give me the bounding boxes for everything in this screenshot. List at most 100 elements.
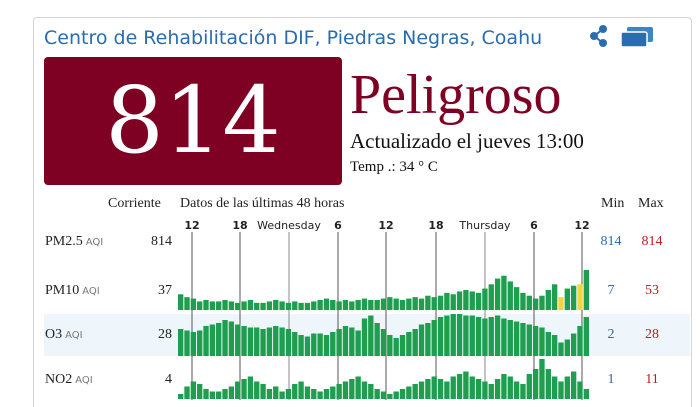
bar-no2 [444, 381, 450, 399]
bar-no2 [368, 384, 374, 399]
bar-pm10 [444, 292, 450, 310]
bar-pm10 [355, 300, 361, 310]
bar-pm10 [361, 298, 368, 310]
bar-pm10 [235, 302, 241, 310]
axis-tick-label: 18 [232, 219, 247, 232]
bar-pm10 [488, 284, 494, 310]
row-min-no2: 1 [607, 372, 615, 387]
bar-o3 [247, 327, 254, 356]
bar-o3 [406, 332, 412, 356]
bar-o3 [209, 324, 216, 356]
bar-o3 [418, 324, 425, 356]
bar-no2 [298, 381, 304, 399]
bar-o3 [450, 314, 456, 356]
bar-no2 [406, 386, 412, 399]
axis-tick-label: 18 [428, 219, 443, 232]
bar-o3 [178, 329, 184, 356]
bar-no2 [431, 376, 437, 399]
bar-pm10 [184, 297, 190, 310]
bar-o3 [330, 332, 336, 356]
bar-no2 [374, 389, 380, 399]
bar-o3 [216, 323, 222, 356]
bar-o3 [475, 317, 482, 356]
bar-no2 [304, 386, 311, 399]
bar-o3 [285, 329, 292, 356]
bar-o3 [184, 330, 190, 356]
bar-pm10 [463, 290, 469, 310]
bar-no2 [494, 379, 501, 399]
bar-o3 [583, 317, 589, 356]
bar-o3 [469, 315, 475, 356]
bar-no2 [273, 386, 279, 399]
bar-pm10 [260, 302, 266, 310]
bar-no2 [393, 391, 399, 399]
fullscreen-window-icon[interactable] [620, 26, 654, 48]
bar-o3 [393, 338, 399, 356]
bar-o3 [494, 315, 501, 356]
bar-no2 [412, 384, 418, 399]
bar-no2 [583, 389, 589, 399]
bar-o3 [380, 329, 387, 356]
updated-time: Actualizado el jueves 13:00 [350, 129, 584, 153]
bar-no2 [545, 369, 551, 399]
bar-o3 [241, 326, 247, 356]
bar-o3 [266, 327, 273, 356]
bar-o3 [507, 320, 513, 356]
temperature: Temp .: 34 ° C [350, 159, 438, 175]
bar-no2 [488, 384, 494, 399]
bar-o3 [355, 330, 361, 356]
share-icon[interactable] [588, 24, 610, 48]
bar-pm10 [374, 300, 380, 310]
bar-no2 [463, 371, 469, 399]
bar-pm10 [380, 298, 387, 310]
bar-pm10 [254, 302, 260, 310]
current-header: Corriente [108, 196, 161, 211]
bar-pm10 [545, 290, 551, 310]
bar-o3 [399, 335, 406, 356]
bar-no2 [520, 384, 526, 399]
bar-pm10 [323, 298, 330, 310]
bar-no2 [456, 374, 463, 399]
bar-no2 [323, 389, 330, 399]
bar-pm10 [501, 275, 507, 310]
bar-pm10 [475, 292, 482, 310]
row-min-o3: 2 [607, 327, 615, 342]
bar-no2 [203, 389, 209, 399]
bar-pm10 [330, 300, 336, 310]
row-name-pm25[interactable]: PM2.5 AQI [45, 234, 104, 249]
bar-o3 [323, 335, 330, 356]
row-current-no2: 4 [165, 372, 172, 387]
bar-no2 [469, 376, 475, 399]
station-title[interactable]: Centro de Rehabilitación DIF, Piedras Ne… [44, 27, 543, 49]
bar-pm10 [526, 295, 532, 310]
axis-tick-label: Wednesday [257, 219, 321, 232]
bar-pm10 [437, 295, 444, 310]
row-name-o3[interactable]: O3 AQI [45, 327, 83, 342]
bar-pm10 [406, 298, 412, 310]
bar-no2 [342, 381, 349, 399]
axis-tick-label: 12 [184, 219, 199, 232]
bar-pm10 [247, 300, 254, 310]
row-name-pm10[interactable]: PM10 AQI [45, 283, 100, 298]
bar-pm10 [570, 285, 577, 310]
bar-no2 [317, 391, 323, 399]
bar-pm10 [387, 297, 393, 310]
bar-no2 [577, 381, 583, 399]
bar-o3 [551, 335, 558, 356]
bar-pm10 [292, 301, 298, 310]
row-current-pm10: 37 [158, 283, 172, 298]
bar-o3 [520, 323, 526, 356]
bar-pm10 [513, 287, 520, 310]
bar-pm10 [577, 284, 583, 310]
bar-no2 [507, 376, 513, 399]
bar-pm10 [336, 301, 342, 310]
row-name-no2[interactable]: NO2 AQI [45, 372, 93, 387]
bar-no2 [285, 389, 292, 399]
bar-o3 [254, 327, 260, 356]
bar-o3 [545, 332, 551, 356]
bar-no2 [361, 381, 368, 399]
bar-no2 [311, 389, 317, 399]
bar-no2 [247, 376, 254, 399]
bar-pm10 [418, 298, 425, 310]
bar-pm10 [228, 301, 235, 310]
